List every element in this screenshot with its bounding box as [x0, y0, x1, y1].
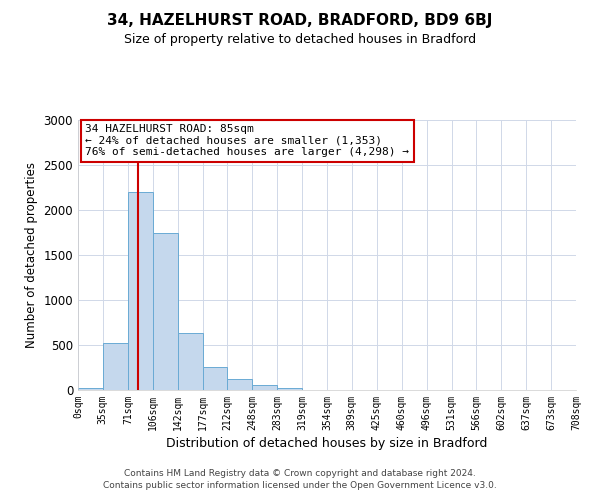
Bar: [253, 384, 277, 390]
Bar: [178, 333, 203, 390]
Text: Contains HM Land Registry data © Crown copyright and database right 2024.: Contains HM Land Registry data © Crown c…: [124, 468, 476, 477]
Bar: [78, 388, 103, 390]
Text: Contains public sector information licensed under the Open Government Licence v3: Contains public sector information licen…: [103, 481, 497, 490]
Bar: [152, 232, 178, 390]
Bar: [103, 343, 128, 390]
Text: 34, HAZELHURST ROAD, BRADFORD, BD9 6BJ: 34, HAZELHURST ROAD, BRADFORD, BD9 6BJ: [107, 12, 493, 28]
Bar: [227, 379, 253, 390]
Text: Size of property relative to detached houses in Bradford: Size of property relative to detached ho…: [124, 32, 476, 46]
Bar: [128, 192, 152, 390]
X-axis label: Distribution of detached houses by size in Bradford: Distribution of detached houses by size …: [166, 437, 488, 450]
Text: 34 HAZELHURST ROAD: 85sqm
← 24% of detached houses are smaller (1,353)
76% of se: 34 HAZELHURST ROAD: 85sqm ← 24% of detac…: [85, 124, 409, 157]
Y-axis label: Number of detached properties: Number of detached properties: [25, 162, 38, 348]
Bar: [277, 388, 302, 390]
Bar: [203, 366, 227, 390]
